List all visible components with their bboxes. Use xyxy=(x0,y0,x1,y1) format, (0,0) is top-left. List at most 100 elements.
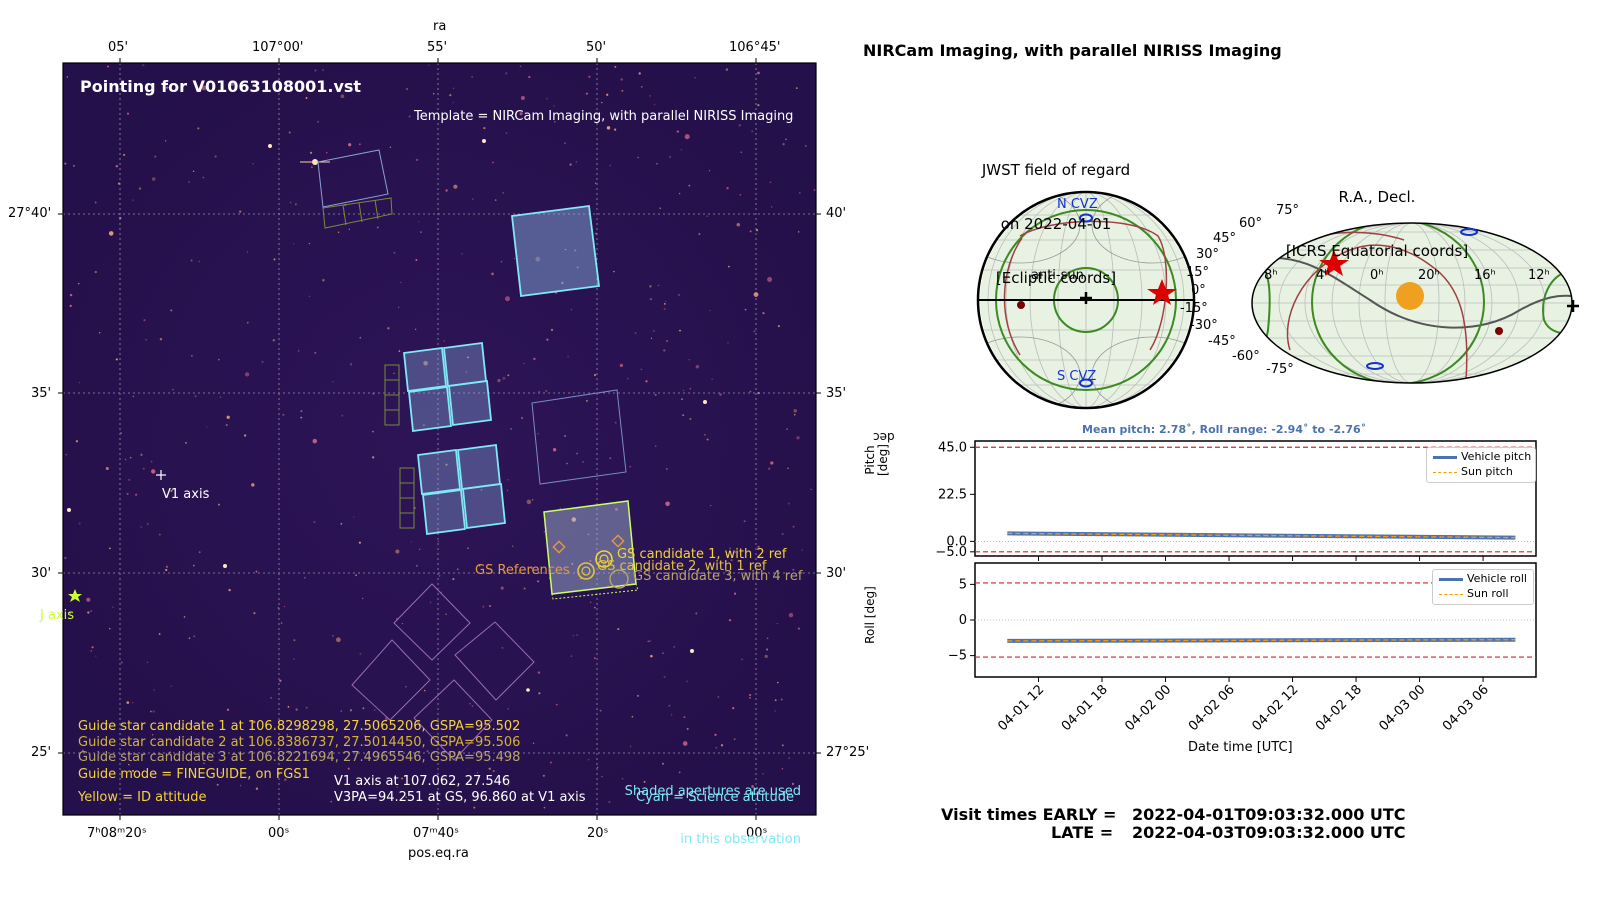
sky-star xyxy=(564,142,566,144)
sky-star xyxy=(126,492,129,495)
sky-star xyxy=(225,424,228,427)
sky-star xyxy=(719,393,722,396)
sky-star xyxy=(142,64,145,67)
sky-star xyxy=(485,735,488,738)
sky-star xyxy=(654,393,657,396)
target-star-icon xyxy=(1147,279,1177,305)
sky-star xyxy=(126,112,130,115)
sky-star xyxy=(734,551,737,553)
sky-star xyxy=(505,296,510,302)
sky-star xyxy=(676,130,679,133)
sky-star xyxy=(416,565,418,567)
x-tick-label: 04-02 00 xyxy=(1122,682,1174,734)
sky-star xyxy=(688,184,691,187)
sky-star xyxy=(694,77,696,79)
v1-info: V1 axis at 107.062, 27.546 xyxy=(334,774,511,789)
sky-star xyxy=(706,438,709,441)
pitch-legend: Vehicle pitch Sun pitch xyxy=(1426,447,1536,483)
j-axis-star xyxy=(68,589,82,602)
scvz-label: S CVZ xyxy=(1057,369,1097,384)
sky-star xyxy=(693,799,697,802)
sky-star xyxy=(571,563,574,565)
sky-star xyxy=(500,260,503,263)
sky-star xyxy=(767,276,773,283)
sky-star xyxy=(695,365,700,369)
sky-star xyxy=(401,777,403,780)
bottom-tick-1: 7ʰ08ᵐ20ˢ xyxy=(87,826,147,841)
sky-star xyxy=(115,358,118,361)
sky-star xyxy=(452,578,455,581)
sky-star xyxy=(491,272,494,276)
sky-star xyxy=(218,503,220,506)
roll-ylabel: Roll [deg] xyxy=(863,586,877,644)
sky-star xyxy=(347,767,350,770)
sky-star xyxy=(359,143,361,145)
sky-star xyxy=(203,762,205,765)
sky-star xyxy=(743,520,746,523)
sky-star xyxy=(471,704,474,707)
sky-star xyxy=(340,710,343,712)
sky-star xyxy=(154,155,157,158)
shaded-note: Shaded apertures are used in this observ… xyxy=(600,752,801,864)
sky-star xyxy=(663,349,666,352)
sky-star xyxy=(400,281,402,284)
sky-star xyxy=(609,164,612,167)
sky-star xyxy=(662,762,664,765)
sky-star xyxy=(523,362,525,365)
sky-star xyxy=(684,134,690,140)
sky-star xyxy=(650,337,653,339)
sky-star xyxy=(804,144,807,147)
j-axis-label: J axis xyxy=(40,608,75,623)
sky-star xyxy=(432,93,435,95)
sky-star xyxy=(649,297,653,301)
sky-star xyxy=(294,203,297,206)
sky-star xyxy=(170,309,173,312)
sky-star xyxy=(575,161,578,163)
sky-star xyxy=(206,426,208,428)
gs-label-2: GS candidate 2, with 1 ref xyxy=(597,559,767,574)
sky-star xyxy=(202,176,205,179)
sky-star xyxy=(476,772,479,774)
sky-star xyxy=(172,388,174,391)
y-tick-label: −5.0 xyxy=(935,545,967,560)
sky-star xyxy=(565,734,568,737)
sky-star xyxy=(596,766,599,769)
sky-star xyxy=(246,321,249,324)
sky-star xyxy=(715,746,718,749)
sky-star xyxy=(223,564,227,568)
for-title-line-3: [Ecliptic coords] xyxy=(995,269,1117,287)
sky-star xyxy=(781,532,784,536)
sky-star xyxy=(480,489,483,491)
sky-star xyxy=(314,69,317,72)
sky-star xyxy=(550,328,554,332)
sky-star xyxy=(720,744,724,747)
gs-info-line-2: Guide star candidate 2 at 106.8386737, 2… xyxy=(78,735,521,750)
sky-star xyxy=(192,725,195,728)
sky-star xyxy=(483,127,486,130)
sky-star xyxy=(688,358,691,361)
sky-star xyxy=(681,398,683,400)
vehicle-roll-swatch xyxy=(1439,578,1463,581)
sky-star xyxy=(216,783,219,786)
dec-label-m75: -75° xyxy=(1266,362,1294,377)
sky-star xyxy=(138,187,142,190)
sky-star xyxy=(652,329,655,332)
sky-star xyxy=(310,151,313,154)
sky-star xyxy=(613,128,617,131)
antisun-label: anti-sun xyxy=(1031,268,1084,283)
sky-star xyxy=(567,792,570,795)
sky-star xyxy=(64,162,67,165)
sky-star xyxy=(682,389,685,392)
sky-star xyxy=(793,413,796,416)
sky-star xyxy=(288,131,291,134)
sky-star xyxy=(376,226,379,229)
sky-star xyxy=(703,400,707,404)
top-tick-1: 05' xyxy=(108,40,129,55)
sky-star xyxy=(153,689,155,691)
sky-star xyxy=(502,191,505,194)
sky-star xyxy=(543,531,545,533)
left-tick-1: 27°40' xyxy=(8,206,52,221)
sky-star xyxy=(682,741,688,746)
sky-star xyxy=(777,325,780,328)
sky-star xyxy=(165,565,169,568)
